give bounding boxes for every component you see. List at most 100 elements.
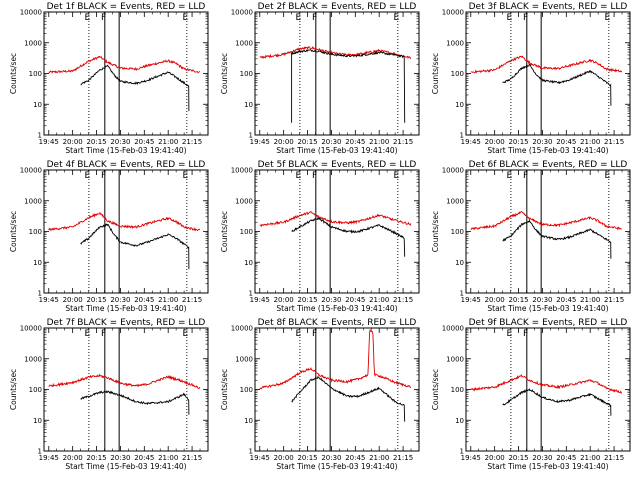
interval-marker: E [295, 329, 301, 339]
panel-title: Det 8f BLACK = Events, RED = LLD [258, 318, 417, 328]
x-tick-label: 21:00 [580, 296, 600, 304]
panel-title: Det 1f BLACK = Events, RED = LLD [47, 2, 206, 12]
y-tick-label: 10000 [20, 325, 42, 333]
y-tick-label: 10 [455, 417, 464, 425]
series-lld-line [48, 211, 201, 232]
series-events-line [502, 388, 612, 416]
x-axis-label: Start Time (15-Feb-03 19:41:40) [487, 462, 608, 471]
x-tick-label: 20:45 [556, 138, 576, 146]
y-axis-label: Counts/sec [9, 211, 18, 252]
y-tick-label: 1 [460, 448, 464, 456]
x-tick-label: 20:30 [110, 296, 130, 304]
panel-title: Det 7f BLACK = Events, RED = LLD [47, 318, 206, 328]
x-tick-label: 20:45 [345, 454, 365, 462]
x-axis-label: Start Time (15-Feb-03 19:41:40) [65, 462, 186, 471]
x-tick-label: 21:15 [604, 454, 624, 462]
x-tick-label: 20:45 [556, 296, 576, 304]
y-tick-label: 1 [249, 290, 253, 298]
x-tick-label: 20:00 [274, 296, 294, 304]
interval-marker: F [523, 329, 528, 339]
plot-frame [254, 327, 420, 452]
interval-marker: E [84, 329, 90, 339]
interval-marker: E [506, 171, 512, 181]
series-events-line [502, 219, 612, 259]
y-tick-label: 10000 [442, 9, 464, 17]
interval-marker: E [605, 13, 611, 23]
x-tick-label: 19:45 [250, 138, 270, 146]
x-axis-label: Start Time (15-Feb-03 19:41:40) [276, 462, 397, 471]
interval-marker: F [101, 171, 106, 181]
interval-marker: E [506, 329, 512, 339]
y-tick-label: 10 [244, 101, 253, 109]
y-axis-label: Counts/sec [220, 53, 229, 94]
x-tick-label: 21:15 [182, 138, 202, 146]
interval-marker: E [84, 13, 90, 23]
series-events-line [291, 49, 406, 123]
x-tick-label: 20:30 [321, 454, 341, 462]
y-tick-label: 1 [249, 132, 253, 140]
y-tick-label: 10 [33, 101, 42, 109]
y-tick-label: 10000 [231, 9, 253, 17]
x-tick-label: 20:00 [485, 454, 505, 462]
interval-marker: F [101, 13, 106, 23]
y-tick-label: 1 [38, 448, 42, 456]
plot-frame [465, 327, 631, 452]
series-lld-line [259, 46, 412, 60]
x-tick-label: 21:00 [369, 454, 389, 462]
x-tick-label: 19:45 [39, 296, 59, 304]
y-tick-label: 1000 [24, 39, 42, 47]
interval-marker: E [506, 13, 512, 23]
series-lld-line [470, 210, 623, 231]
x-tick-label: 20:15 [297, 138, 317, 146]
x-tick-label: 20:30 [532, 296, 552, 304]
x-tick-label: 20:45 [134, 296, 154, 304]
y-tick-label: 1000 [235, 355, 253, 363]
x-tick-label: 21:00 [158, 454, 178, 462]
y-tick-label: 1000 [235, 39, 253, 47]
panel-det-9: Det 9f BLACK = Events, RED = LLD 1 10 100 10… [431, 318, 631, 471]
x-tick-label: 19:45 [250, 296, 270, 304]
y-tick-label: 100 [240, 70, 253, 78]
y-tick-label: 1 [460, 290, 464, 298]
panel-det-7: Det 7f BLACK = Events, RED = LLD 1 10 100 10… [9, 318, 209, 471]
x-tick-label: 20:30 [532, 138, 552, 146]
x-tick-label: 19:45 [39, 454, 59, 462]
y-axis-label: Counts/sec [220, 211, 229, 252]
x-tick-label: 20:30 [321, 296, 341, 304]
x-tick-label: 20:15 [508, 296, 528, 304]
x-tick-label: 20:45 [345, 138, 365, 146]
x-tick-label: 20:45 [134, 454, 154, 462]
y-tick-label: 10 [455, 259, 464, 267]
x-tick-label: 20:00 [274, 454, 294, 462]
series-events-line [291, 376, 406, 422]
y-axis-label: Counts/sec [431, 369, 440, 410]
x-axis-label: Start Time (15-Feb-03 19:41:40) [65, 146, 186, 155]
plot-frame [43, 327, 209, 452]
y-axis-label: Counts/sec [431, 211, 440, 252]
series-events-line [80, 64, 190, 112]
x-tick-label: 20:30 [321, 138, 341, 146]
panel-det-5: Det 5f BLACK = Events, RED = LLD 1 10 100 10… [220, 160, 420, 313]
x-tick-label: 20:00 [63, 296, 83, 304]
x-tick-label: 20:00 [485, 138, 505, 146]
x-tick-label: 21:15 [182, 454, 202, 462]
x-tick-label: 21:15 [393, 454, 413, 462]
y-tick-label: 100 [451, 386, 464, 394]
x-tick-label: 21:00 [369, 138, 389, 146]
y-tick-label: 1 [38, 290, 42, 298]
y-tick-label: 1 [460, 132, 464, 140]
y-axis-label: Counts/sec [9, 53, 18, 94]
series-events-line [502, 63, 612, 106]
x-tick-label: 21:15 [604, 138, 624, 146]
series-lld-line [48, 373, 201, 389]
x-tick-label: 21:00 [158, 296, 178, 304]
y-tick-label: 1000 [235, 197, 253, 205]
panel-title: Det 9f BLACK = Events, RED = LLD [469, 318, 628, 328]
y-tick-label: 100 [240, 228, 253, 236]
y-tick-label: 10 [33, 417, 42, 425]
interval-marker: E [84, 171, 90, 181]
interval-marker: F [101, 329, 106, 339]
y-tick-label: 10000 [20, 167, 42, 175]
